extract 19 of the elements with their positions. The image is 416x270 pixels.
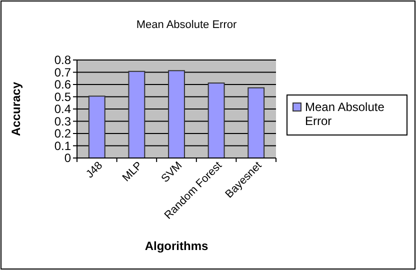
- y-tick-label: 0: [64, 151, 72, 165]
- x-tick-label: J48: [84, 160, 106, 181]
- y-tick-label: 0.8: [54, 53, 72, 67]
- y-tick-label: 0.3: [54, 114, 72, 128]
- y-tick-label: 0.7: [54, 65, 72, 80]
- legend-label: Mean Absolute Error: [305, 100, 385, 128]
- y-tick-label: 0.6: [54, 78, 72, 92]
- y-tick-label: 0.4: [54, 102, 72, 116]
- bar: [88, 96, 106, 158]
- bar: [128, 70, 146, 158]
- bar: [248, 87, 265, 158]
- y-tick-label: 0.2: [54, 126, 72, 140]
- bar: [208, 82, 225, 158]
- chart-title: Mean Absolute Error: [136, 19, 237, 31]
- bar: [168, 70, 185, 158]
- x-axis-title: Algorithms: [144, 239, 208, 253]
- y-axis-title: Accuracy: [9, 82, 23, 136]
- y-tick-label: 0.5: [54, 90, 72, 104]
- y-tick-label: 0.1: [54, 138, 72, 153]
